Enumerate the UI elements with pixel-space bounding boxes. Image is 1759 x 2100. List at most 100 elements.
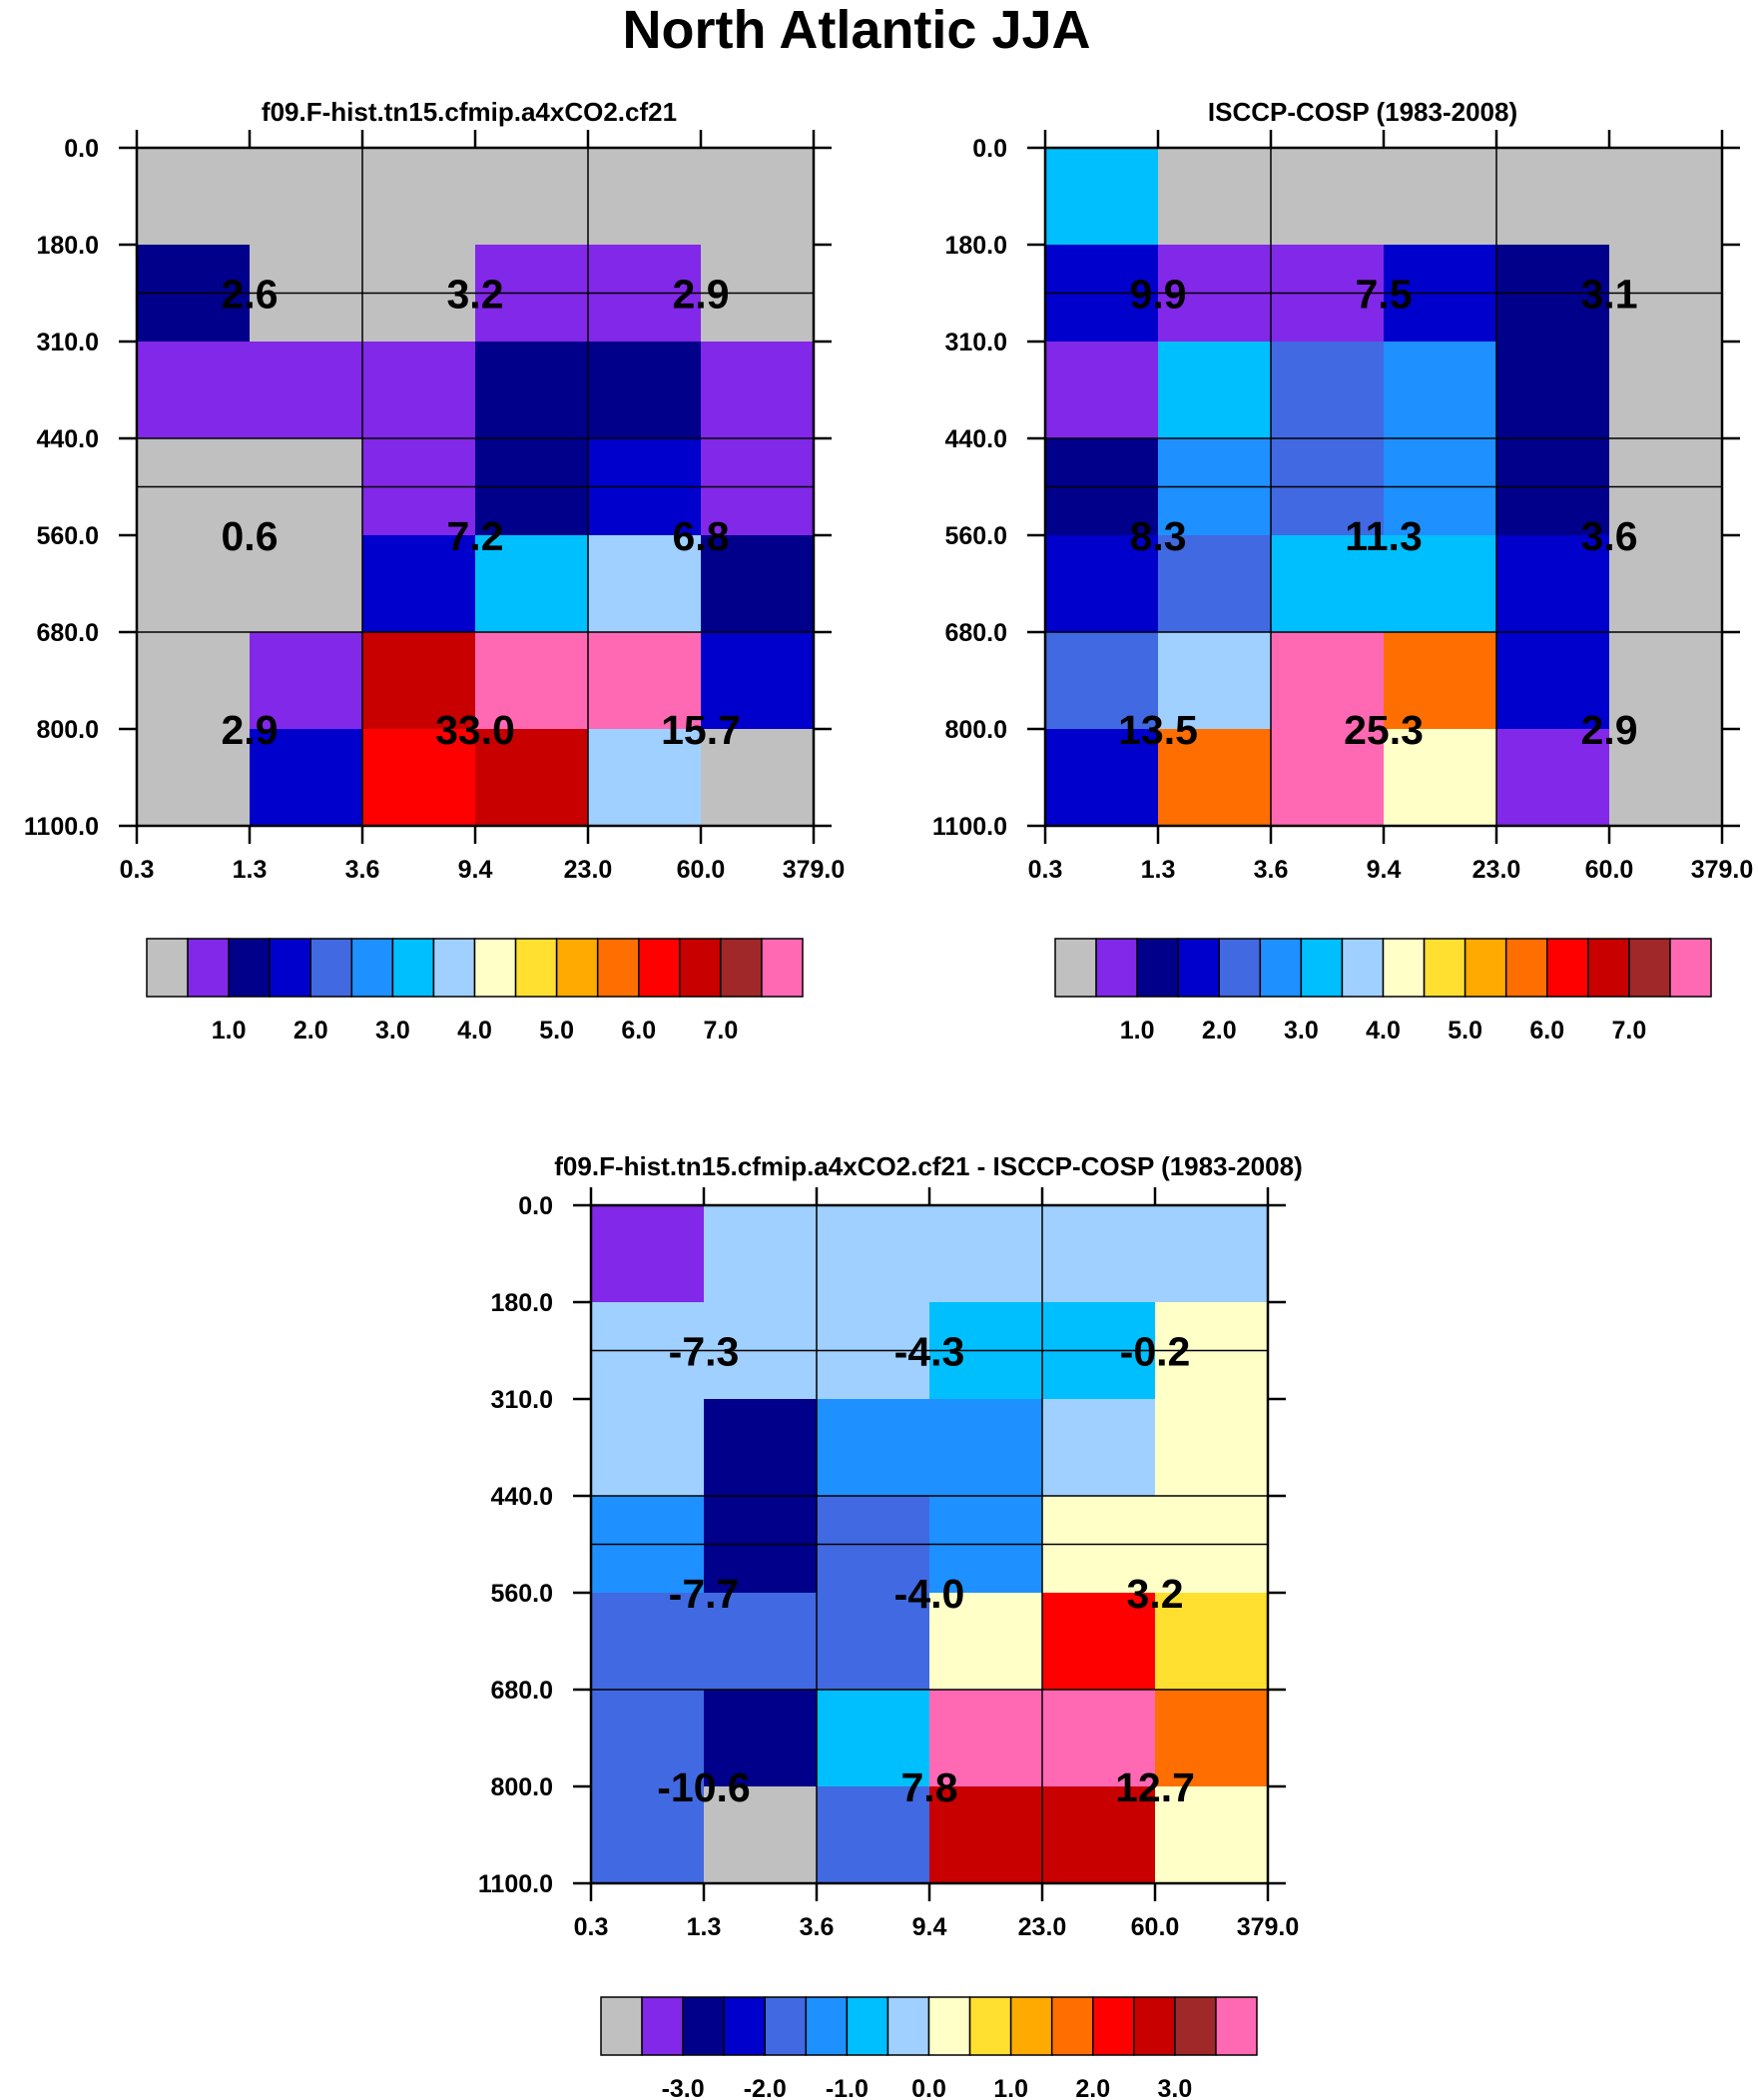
y-tick-label: 1100.0 [478, 1870, 553, 1898]
colorbar-swatch [1669, 938, 1712, 998]
heatmap-cell [1045, 632, 1159, 730]
colorbar-swatch [1054, 938, 1097, 998]
y-tick-label: 560.0 [36, 522, 99, 550]
heatmap-cell [1158, 342, 1272, 439]
heatmap-cell [250, 535, 363, 633]
colorbar-swatch [764, 1996, 808, 2056]
x-tick-label: 1.3 [233, 856, 268, 884]
colorbar-swatch [1423, 938, 1466, 998]
x-tick-label: 23.0 [1472, 856, 1521, 884]
x-tick-label: 9.4 [912, 1913, 947, 1941]
y-tick-label: 310.0 [944, 329, 1007, 356]
cell-value-label: -7.7 [669, 1571, 740, 1617]
heatmap-cell [1271, 148, 1385, 246]
heatmap-cell [1155, 1593, 1269, 1691]
colorbar-swatch [1341, 938, 1385, 998]
heatmap-cell [1155, 1399, 1269, 1497]
heatmap-cell [1158, 535, 1272, 633]
colorbar-label: 2.0 [1202, 1017, 1237, 1045]
colorbar-label: 3.0 [375, 1017, 410, 1045]
heatmap-cell [137, 148, 251, 246]
heatmap-cell [1384, 342, 1497, 439]
heatmap-cell [704, 1593, 818, 1691]
x-tick-label: 0.3 [574, 1913, 609, 1941]
heatmap-cell [817, 1205, 930, 1303]
y-tick-label: 680.0 [36, 619, 99, 647]
colorbar-swatch [805, 1996, 849, 2056]
colorbar-swatch [968, 1996, 1012, 2056]
heatmap-cell [362, 148, 476, 246]
cell-value-label: 11.3 [1345, 513, 1423, 559]
colorbar-swatch [638, 938, 681, 998]
colorbar-swatch [1587, 938, 1630, 998]
cell-value-label: 7.5 [1356, 272, 1413, 318]
colorbar-swatch [1628, 938, 1671, 998]
y-tick-label: 310.0 [490, 1386, 553, 1414]
heatmap-cell [1155, 1690, 1269, 1787]
colorbar-swatch [1300, 938, 1344, 998]
heatmap-cell [1045, 148, 1159, 246]
heatmap-cell [1042, 1690, 1156, 1787]
heatmap-cell [1045, 729, 1159, 827]
heatmap-cell [1155, 1786, 1269, 1884]
y-tick-label: 440.0 [490, 1483, 553, 1511]
colorbar-label: 6.0 [621, 1017, 656, 1045]
y-tick-label: 0.0 [64, 135, 99, 163]
colorbar: 1.0 2.0 3.0 4.0 5.0 6.0 7.0 [146, 938, 804, 1045]
colorbar-swatch [723, 1996, 766, 2056]
x-tick-label: 60.0 [1131, 1913, 1180, 1941]
colorbar-swatch [679, 938, 722, 998]
heatmap-cell [1384, 148, 1497, 246]
heatmap-cell [1042, 1593, 1156, 1691]
y-tick-label: 800.0 [490, 1773, 553, 1801]
heatmap-cell [1042, 1786, 1156, 1884]
y-tick-label: 1100.0 [932, 813, 1007, 841]
colorbar-label: 4.0 [1366, 1017, 1401, 1045]
cell-value-label: 13.5 [1118, 707, 1198, 753]
heatmap-plot: 0.3 1.3 3.6 9.4 23.0 60.0 379.0 0.0 180.0 310.0 44… [24, 130, 845, 884]
panel-observations: ISCCP-COSP (1983-2008) 0.3 1.3 3.6 9.4 23.0 6… [932, 97, 1753, 1045]
cell-value-label: 3.2 [1127, 1571, 1184, 1617]
colorbar-swatch [187, 938, 230, 998]
heatmap-cell [591, 1399, 705, 1497]
panel-model: f09.F-hist.tn15.cfmip.a4xCO2.cf21 0.3 1.3… [24, 97, 845, 1045]
heatmap-cell [475, 535, 589, 633]
heatmap-cell [1042, 1205, 1156, 1303]
heatmap-cell [1496, 632, 1610, 730]
y-tick-label: 180.0 [490, 1289, 553, 1317]
heatmap-cell [1045, 342, 1159, 439]
x-tick-label: 379.0 [1691, 856, 1754, 884]
x-tick-label: 3.6 [1254, 856, 1289, 884]
heatmap-cell [1384, 729, 1497, 827]
heatmap-cell [1496, 342, 1610, 439]
colorbar-swatch [1382, 938, 1426, 998]
heatmap-cell [1496, 148, 1610, 246]
colorbar-label: 1.0 [212, 1017, 247, 1045]
colorbar-label: -3.0 [662, 2075, 705, 2100]
heatmap-cell [817, 1690, 930, 1787]
colorbar-label: 4.0 [457, 1017, 492, 1045]
heatmap-cell [362, 342, 476, 439]
cell-value-label: 2.9 [1581, 707, 1638, 753]
heatmap-cell [137, 632, 251, 730]
heatmap-cell [588, 342, 702, 439]
y-tick-label: 310.0 [36, 329, 99, 356]
heatmap-cell [362, 632, 476, 730]
heatmap-cell [137, 342, 251, 439]
heatmap-cell [362, 729, 476, 827]
main-title: North Atlantic JJA [622, 0, 1090, 60]
colorbar-swatch [555, 938, 599, 998]
colorbar-swatch [1136, 938, 1179, 998]
colorbar-label: 7.0 [1611, 1017, 1646, 1045]
x-tick-label: 0.3 [1028, 856, 1063, 884]
colorbar-label: -2.0 [744, 2075, 787, 2100]
cell-value-label: -0.2 [1120, 1329, 1191, 1375]
colorbar-label: 1.0 [993, 2075, 1028, 2100]
heatmap-cell [137, 729, 251, 827]
colorbar-label: 0.0 [911, 2075, 946, 2100]
heatmap-cell [591, 1690, 705, 1787]
colorbar-swatch [1259, 938, 1303, 998]
colorbar-swatch [1092, 1996, 1135, 2056]
colorbar-swatch [269, 938, 311, 998]
